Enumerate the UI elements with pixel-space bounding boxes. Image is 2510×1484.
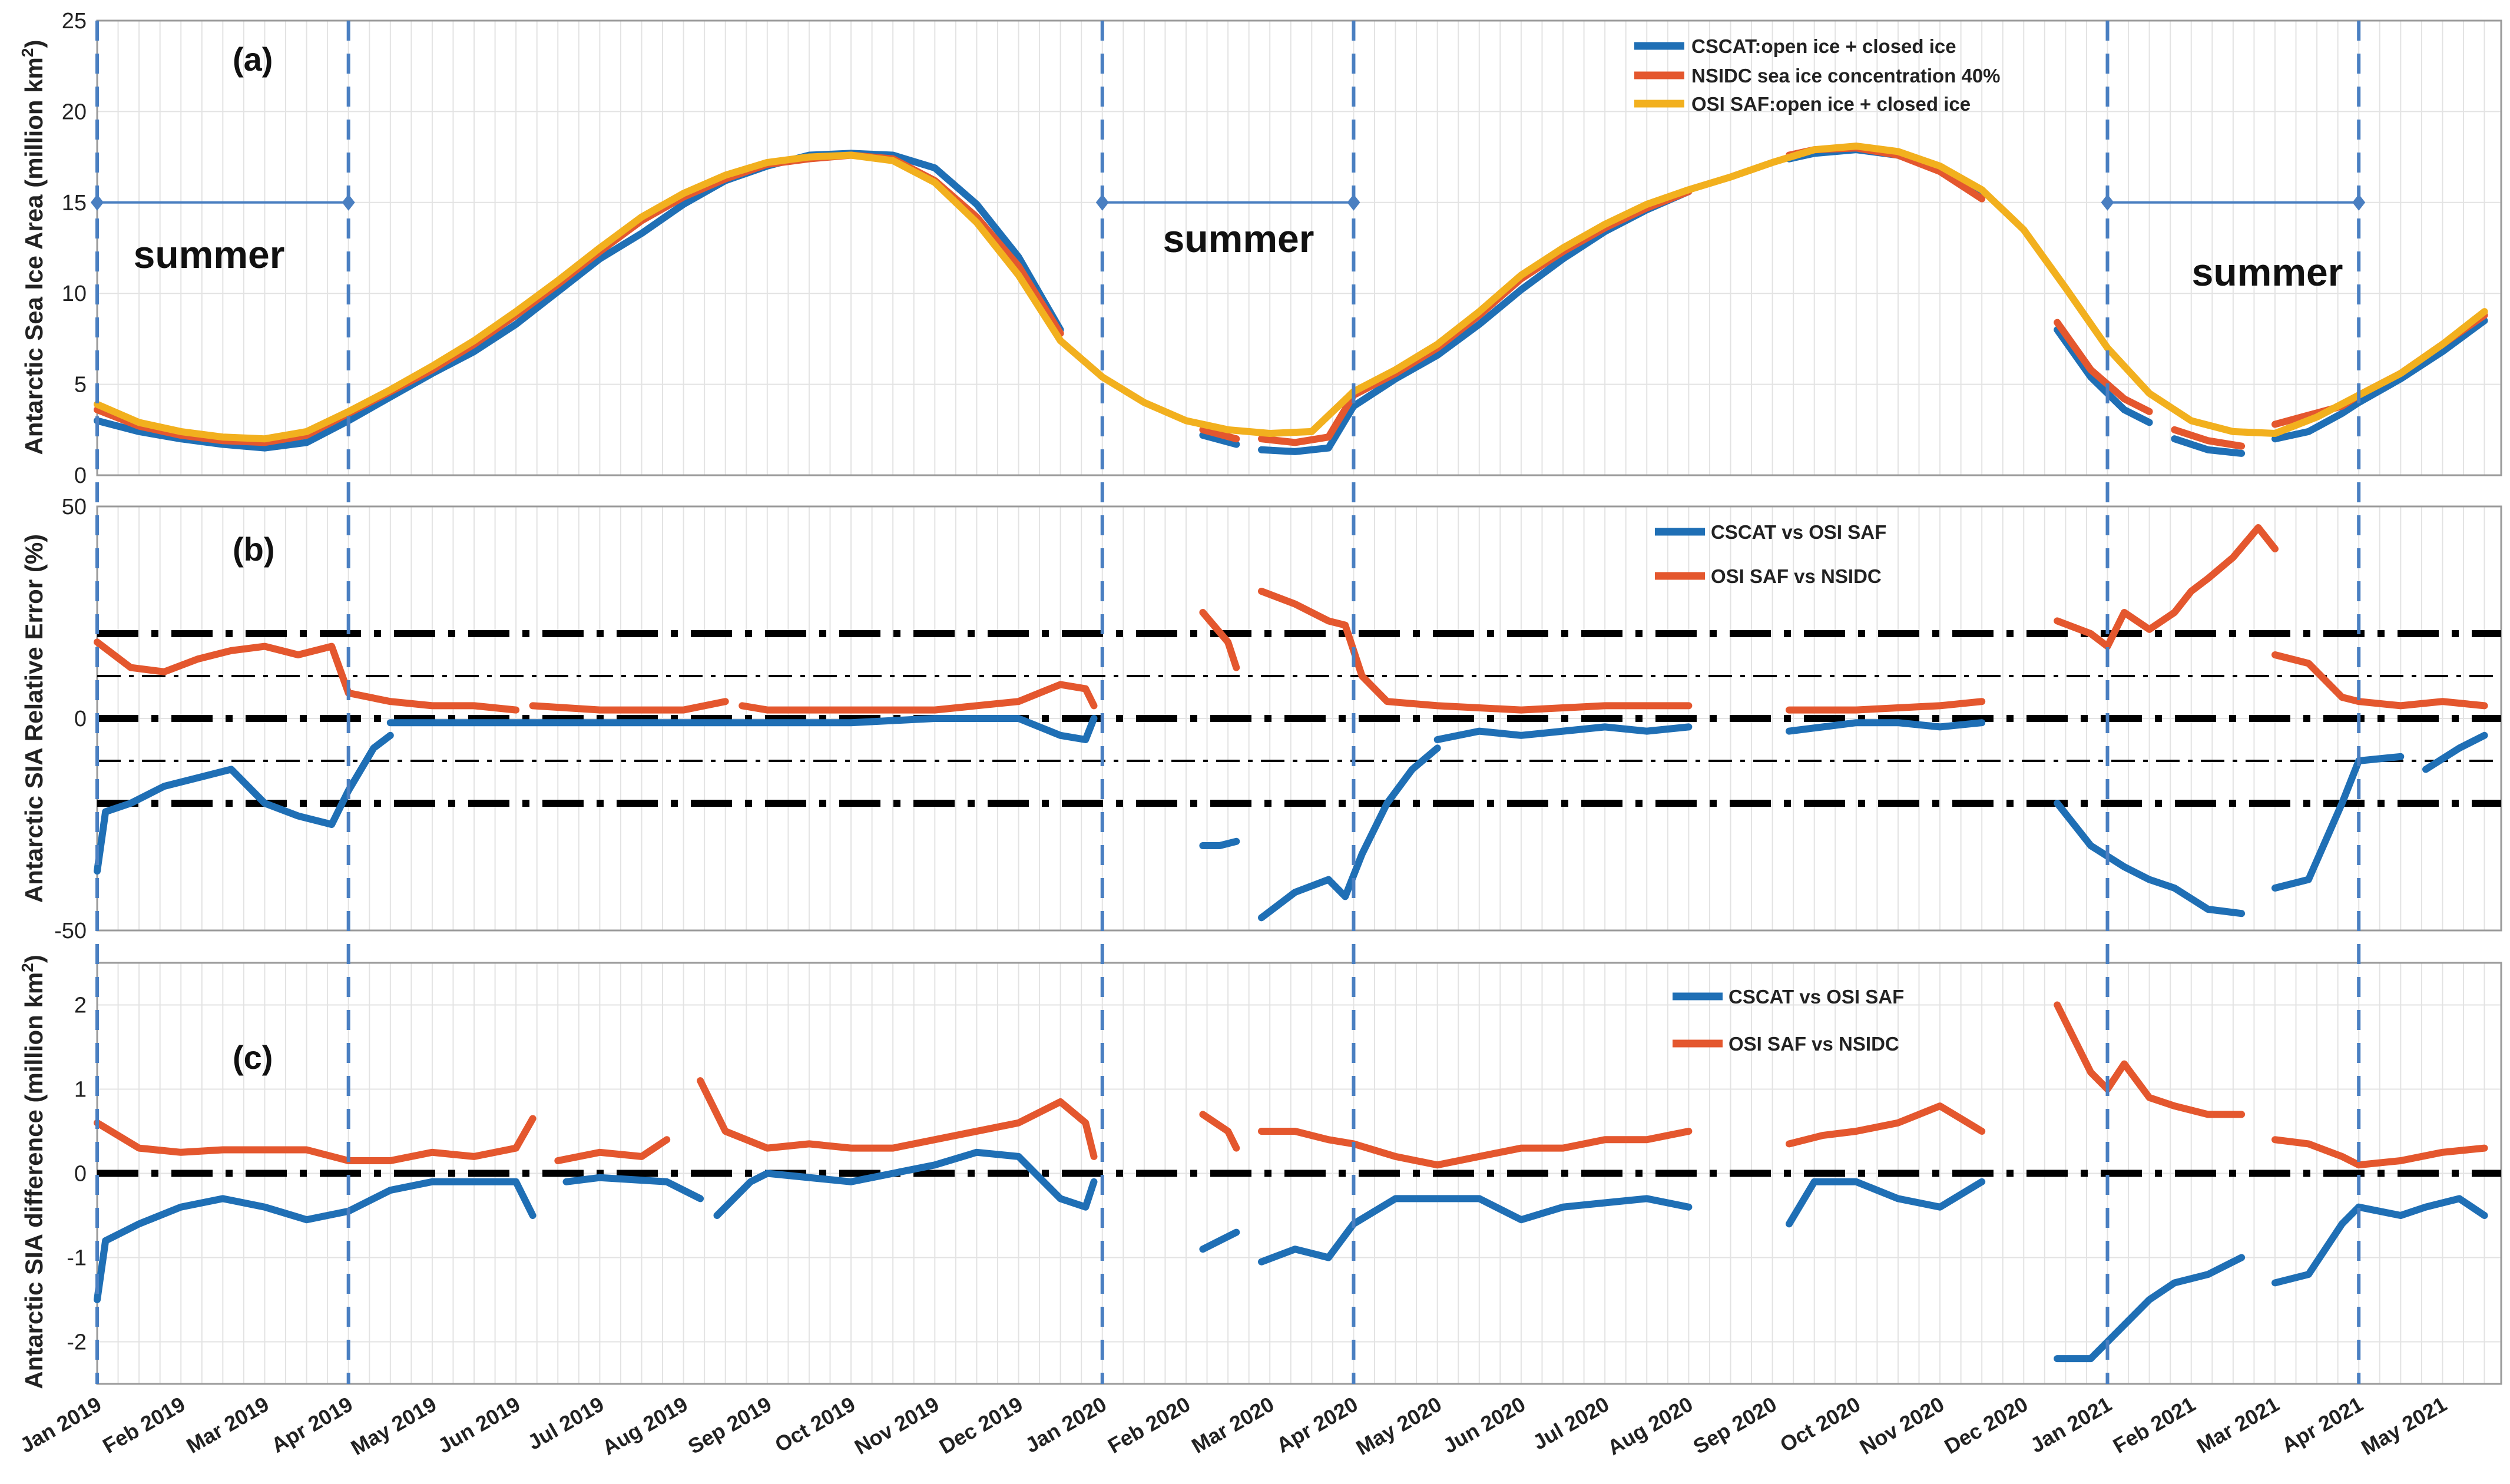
panel-a-ylabel-close: ) [20,40,48,48]
panel-b-legend-label-nsidc: OSI SAF vs NSIDC [1711,565,1882,587]
summer-boundary-lines [95,21,2361,1384]
panel-a-summer-label-1: summer [134,233,285,276]
panel-a-legend-label-nsidc: NSIDC sea ice concentration 40% [1691,65,2001,87]
panel-b-series-nsidc-seg-3 [1199,609,1240,671]
panel-b-series-nsidc-seg-1 [529,698,729,714]
panel-b-yticks: -50 0 50 [54,495,87,943]
panel-a-frame [96,19,2502,476]
panel-a-summer-label-3: summer [2192,250,2343,294]
panel-c-ytick-1: -1 [67,1246,87,1271]
panel-c-series-nsidc-seg-4 [1258,1128,1693,1169]
panel-a-series-cscat-seg-0 [94,150,1064,452]
panel-c-ytick-4: 2 [74,993,87,1018]
panel-b-series-cscat-seg-8 [2422,731,2488,773]
panel-c-ytick-0: -2 [67,1330,87,1355]
panel-a-summer-label-2: summer [1163,217,1314,260]
panel-a-ytick-3: 15 [62,191,87,216]
panel-c-series-nsidc-seg-2 [697,1077,1098,1160]
panel-c-series-cscat-seg-3 [1199,1228,1240,1253]
panel-b-series-cscat-seg-5 [1786,719,1986,735]
panel-c-series-nsidc-seg-6 [2054,1001,2246,1118]
panel-b-thresholds [97,630,2501,807]
panel-a-label: (a) [233,41,273,78]
panel-c-series [94,1001,2488,1363]
panel-a-series-cscat-seg-1 [1199,432,1240,448]
panel-b-series-nsidc-seg-4 [1258,588,1693,714]
panel-c-yticks: -2 -1 0 1 2 [67,993,87,1355]
panel-a-legend: CSCAT:open ice + closed ice NSIDC sea ic… [1634,35,2001,115]
panel-b-label: (b) [233,531,275,568]
panel-b-series [94,524,2488,922]
panel-b-legend-label-cscat: CSCAT vs OSI SAF [1711,521,1886,543]
panel-b-series-cscat-seg-7 [2271,753,2405,892]
panel-a-series [94,143,2488,457]
panel-c-series-cscat-seg-4 [1258,1195,1693,1266]
panel-a-ytick-2: 10 [62,281,87,306]
panel-b-series-cscat-seg-0 [94,731,394,875]
panel-b-series-nsidc-seg-2 [739,681,1098,714]
panel-c-series-nsidc-seg-5 [1786,1102,1986,1148]
panel-b-series-cscat-seg-3 [1258,744,1441,922]
panel-c-label: (c) [233,1039,273,1076]
panel-c-series-cscat-seg-7 [2271,1195,2488,1287]
panel-c-series-cscat-seg-2 [713,1148,1098,1219]
panel-c-ytick-2: 0 [74,1162,87,1187]
panel-b-ylabel: Antarctic SIA Relative Error (%) [20,534,48,903]
panel-b-series-cscat-seg-4 [1433,723,1693,743]
panel-a-ytick-1: 5 [74,373,87,398]
panel-a-series-nsidc-seg-5 [2171,426,2246,450]
panel-a-legend-label-cscat: CSCAT:open ice + closed ice [1691,35,1956,57]
panel-c-series-nsidc-seg-1 [554,1136,671,1164]
panel-a-ylabel: Antarctic Sea Ice Area (million km2) [18,40,48,455]
panel-b-series-nsidc-seg-0 [94,638,520,714]
panel-b-series-nsidc-seg-7 [2271,651,2488,710]
panel-b-ytick-0: -50 [54,919,87,943]
panel-b-series-cscat-seg-1 [386,715,1098,743]
panel-a-ylabel-sup: 2 [18,48,37,58]
panel-b-series-cscat-seg-2 [1199,837,1240,849]
panel-c-series-cscat-seg-1 [562,1174,704,1203]
panel-a-series-cscat-seg-5 [2171,435,2246,457]
panel-c-series-cscat-seg-5 [1786,1178,1986,1228]
panel-a-series-osisaf-seg-0 [94,143,2488,443]
panel-c-ytick-3: 1 [74,1078,87,1102]
panel-a-series-nsidc-seg-1 [1199,426,1240,443]
panel-c: -2 -1 0 1 2 (c) Antarctic SIA difference (mi… [18,955,2502,1389]
panel-c-series-nsidc-seg-7 [2271,1136,2488,1169]
panel-c-legend: CSCAT vs OSI SAF OSI SAF vs NSIDC [1673,986,1904,1055]
panel-c-ylabel: Antarctic SIA difference (million km2) [18,955,48,1389]
panel-a-ylabel-text: Antarctic Sea Ice Area (million km [20,57,48,455]
panel-a-yticks: 0 5 10 15 20 25 [62,9,87,488]
panel-a-ytick-4: 20 [62,100,87,124]
panel-b-series-cscat-seg-6 [2054,800,2246,917]
panel-b-legend: CSCAT vs OSI SAF OSI SAF vs NSIDC [1655,521,1886,587]
panel-a: 0 5 10 15 20 25 (a) Antarctic Sea Ice Area (m… [18,9,2502,488]
panel-b-series-nsidc-seg-6 [2054,524,2279,650]
panel-c-series-nsidc-seg-0 [94,1115,537,1164]
panel-b-ytick-1: 0 [74,707,87,731]
panel-b: -50 0 50 (b) Antarctic SIA Relative Error … [20,495,2502,943]
panel-c-legend-label-cscat: CSCAT vs OSI SAF [1728,986,1904,1008]
panel-c-ylabel-sup: 2 [18,963,37,972]
panel-a-ytick-5: 25 [62,9,87,34]
panel-c-ylabel-text: Antarctic SIA difference (million km [20,972,48,1389]
panel-c-series-cscat-seg-6 [2054,1254,2246,1363]
panel-c-series-nsidc-seg-3 [1199,1111,1240,1152]
panel-b-ytick-2: 50 [62,495,87,519]
panel-a-ytick-0: 0 [74,463,87,488]
panel-c-legend-label-nsidc: OSI SAF vs NSIDC [1728,1033,1899,1055]
panel-c-ylabel-close: ) [20,955,48,963]
panel-c-series-cscat-seg-0 [94,1178,537,1303]
panel-a-legend-label-osisaf: OSI SAF:open ice + closed ice [1691,93,1971,115]
panel-b-series-nsidc-seg-5 [1786,698,1986,714]
